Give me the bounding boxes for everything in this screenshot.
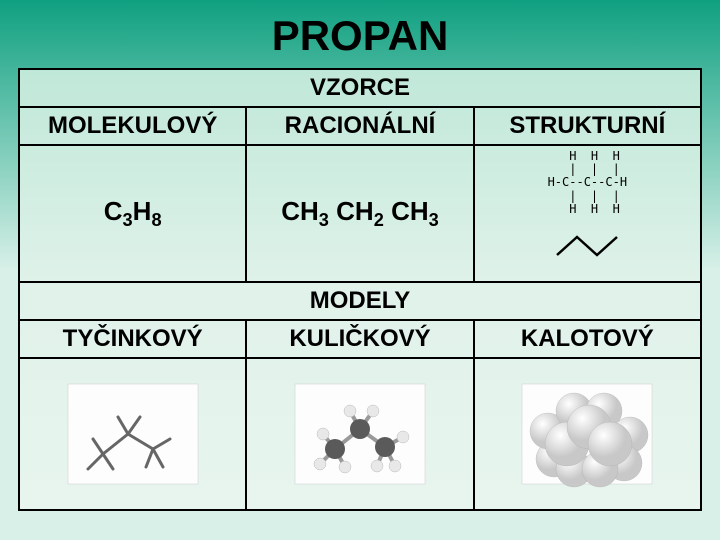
- page-title: PROPAN: [0, 0, 720, 68]
- vzorce-header: VZORCE: [20, 70, 700, 106]
- col-racionalni: RACIONÁLNÍ: [247, 108, 474, 144]
- molecular-formula: C3H8: [20, 146, 247, 281]
- modely-header: MODELY: [20, 283, 700, 319]
- structural-formula: H H H | | | H-C--C--C-H | | | H H H: [475, 146, 700, 281]
- main-table: VZORCE MOLEKULOVÝ RACIONÁLNÍ STRUKTURNÍ …: [18, 68, 702, 511]
- col-tycinkovy: TYČINKOVÝ: [20, 321, 247, 357]
- skeletal-icon: [547, 220, 627, 277]
- space-fill-model: [475, 359, 700, 509]
- col-strukturni: STRUKTURNÍ: [475, 108, 700, 144]
- ball-stick-model: [247, 359, 474, 509]
- rational-formula: CH3 CH2 CH3: [247, 146, 474, 281]
- col-kulickovy: KULIČKOVÝ: [247, 321, 474, 357]
- col-kalotovy: KALOTOVÝ: [475, 321, 700, 357]
- stick-model: [20, 359, 247, 509]
- lewis-structure: H H H | | | H-C--C--C-H | | | H H H: [548, 150, 627, 216]
- col-molekulovy: MOLEKULOVÝ: [20, 108, 247, 144]
